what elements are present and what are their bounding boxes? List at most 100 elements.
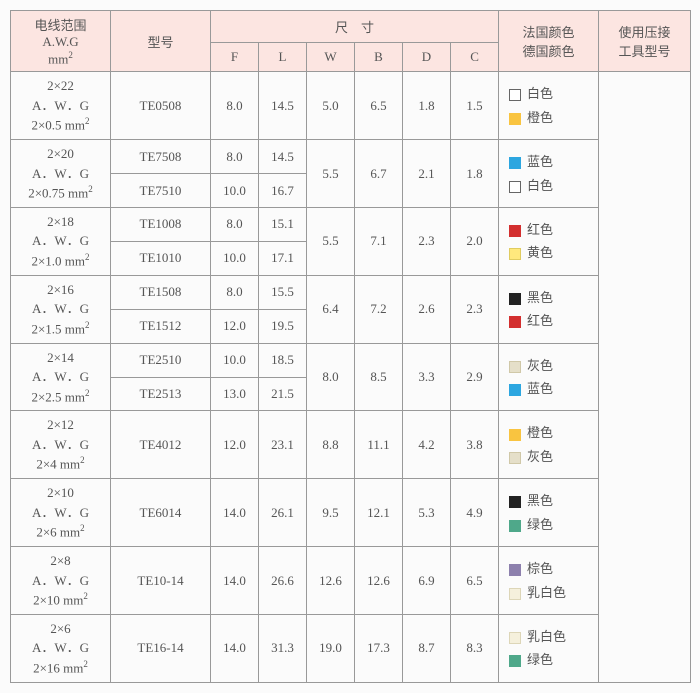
hdr-B: B (355, 43, 403, 72)
table-header: 电线范围A.W.Gmm2 型号 尺 寸 法国颜色德国颜色 使用压接工具型号 F … (11, 11, 691, 72)
wire-range: 2×20A．W．G2×0.75 mm2 (11, 140, 111, 208)
model: TE2513 (111, 377, 211, 411)
color-cell: 蓝色白色 (499, 140, 599, 208)
color-cell: 白色橙色 (499, 72, 599, 140)
dim-W: 19.0 (307, 614, 355, 682)
table-body: 2×22A．W．G2×0.5 mm2TE05088.014.55.06.51.8… (11, 72, 691, 682)
table-row: 2×8A．W．G2×10 mm2TE10-1414.026.612.612.66… (11, 547, 691, 615)
wire-range: 2×18A．W．G2×1.0 mm2 (11, 207, 111, 275)
model: TE10-14 (111, 547, 211, 615)
table-row: 2×6A．W．G2×16 mm2TE16-1414.031.319.017.38… (11, 614, 691, 682)
wire-range: 2×10A．W．G2×6 mm2 (11, 479, 111, 547)
table-row: 2×10A．W．G2×6 mm2TE601414.026.19.512.15.3… (11, 479, 691, 547)
dim-F: 8.0 (211, 140, 259, 174)
dim-F: 10.0 (211, 241, 259, 275)
model: TE0508 (111, 72, 211, 140)
dim-L: 16.7 (259, 174, 307, 208)
dim-F: 10.0 (211, 174, 259, 208)
dim-L: 15.1 (259, 207, 307, 241)
color-cell: 黑色红色 (499, 275, 599, 343)
wire-range: 2×22A．W．G2×0.5 mm2 (11, 72, 111, 140)
dim-C: 8.3 (451, 614, 499, 682)
dim-B: 17.3 (355, 614, 403, 682)
color-cell: 棕色乳白色 (499, 547, 599, 615)
dim-F: 12.0 (211, 411, 259, 479)
wire-range: 2×14A．W．G2×2.5 mm2 (11, 343, 111, 411)
dim-B: 12.6 (355, 547, 403, 615)
dim-L: 26.1 (259, 479, 307, 547)
color-cell: 橙色灰色 (499, 411, 599, 479)
dim-D: 3.3 (403, 343, 451, 411)
hdr-wire: 电线范围A.W.Gmm2 (11, 11, 111, 72)
hdr-D: D (403, 43, 451, 72)
model: TE4012 (111, 411, 211, 479)
table-row: 2×20A．W．G2×0.75 mm2TE75088.014.55.56.72.… (11, 140, 691, 174)
model: TE1508 (111, 275, 211, 309)
hdr-model: 型号 (111, 11, 211, 72)
dim-W: 8.8 (307, 411, 355, 479)
dim-F: 13.0 (211, 377, 259, 411)
hdr-W: W (307, 43, 355, 72)
dim-F: 8.0 (211, 275, 259, 309)
dim-D: 1.8 (403, 72, 451, 140)
wire-range: 2×16A．W．G2×1.5 mm2 (11, 275, 111, 343)
dim-L: 17.1 (259, 241, 307, 275)
table-row: 2×14A．W．G2×2.5 mm2TE251010.018.58.08.53.… (11, 343, 691, 377)
dim-B: 6.7 (355, 140, 403, 208)
wire-range: 2×12A．W．G2×4 mm2 (11, 411, 111, 479)
dim-W: 5.5 (307, 140, 355, 208)
dim-L: 15.5 (259, 275, 307, 309)
dim-F: 12.0 (211, 309, 259, 343)
dim-D: 5.3 (403, 479, 451, 547)
dim-C: 2.0 (451, 207, 499, 275)
dim-D: 2.6 (403, 275, 451, 343)
dim-B: 8.5 (355, 343, 403, 411)
dim-L: 14.5 (259, 140, 307, 174)
dim-D: 2.3 (403, 207, 451, 275)
dim-L: 26.6 (259, 547, 307, 615)
spec-table: 电线范围A.W.Gmm2 型号 尺 寸 法国颜色德国颜色 使用压接工具型号 F … (10, 10, 691, 683)
dim-B: 7.1 (355, 207, 403, 275)
dim-C: 1.8 (451, 140, 499, 208)
dim-C: 6.5 (451, 547, 499, 615)
dim-L: 18.5 (259, 343, 307, 377)
dim-W: 5.5 (307, 207, 355, 275)
model: TE6014 (111, 479, 211, 547)
dim-F: 8.0 (211, 207, 259, 241)
dim-D: 8.7 (403, 614, 451, 682)
hdr-L: L (259, 43, 307, 72)
dim-C: 2.3 (451, 275, 499, 343)
dim-D: 4.2 (403, 411, 451, 479)
dim-C: 4.9 (451, 479, 499, 547)
dim-F: 14.0 (211, 547, 259, 615)
color-cell: 乳白色绿色 (499, 614, 599, 682)
dim-C: 3.8 (451, 411, 499, 479)
model: TE7510 (111, 174, 211, 208)
dim-L: 31.3 (259, 614, 307, 682)
dim-B: 7.2 (355, 275, 403, 343)
hdr-colors: 法国颜色德国颜色 (499, 11, 599, 72)
model: TE1512 (111, 309, 211, 343)
dim-L: 21.5 (259, 377, 307, 411)
dim-W: 6.4 (307, 275, 355, 343)
color-cell: 灰色蓝色 (499, 343, 599, 411)
dim-B: 6.5 (355, 72, 403, 140)
dim-D: 2.1 (403, 140, 451, 208)
model: TE1008 (111, 207, 211, 241)
tool-model (599, 72, 691, 682)
table-row: 2×22A．W．G2×0.5 mm2TE05088.014.55.06.51.8… (11, 72, 691, 140)
model: TE2510 (111, 343, 211, 377)
wire-range: 2×6A．W．G2×16 mm2 (11, 614, 111, 682)
hdr-F: F (211, 43, 259, 72)
dim-D: 6.9 (403, 547, 451, 615)
hdr-C: C (451, 43, 499, 72)
table-row: 2×18A．W．G2×1.0 mm2TE10088.015.15.57.12.3… (11, 207, 691, 241)
dim-W: 12.6 (307, 547, 355, 615)
color-cell: 红色黄色 (499, 207, 599, 275)
dim-C: 1.5 (451, 72, 499, 140)
dim-C: 2.9 (451, 343, 499, 411)
dim-W: 8.0 (307, 343, 355, 411)
table-row: 2×16A．W．G2×1.5 mm2TE15088.015.56.47.22.6… (11, 275, 691, 309)
model: TE16-14 (111, 614, 211, 682)
dim-L: 23.1 (259, 411, 307, 479)
